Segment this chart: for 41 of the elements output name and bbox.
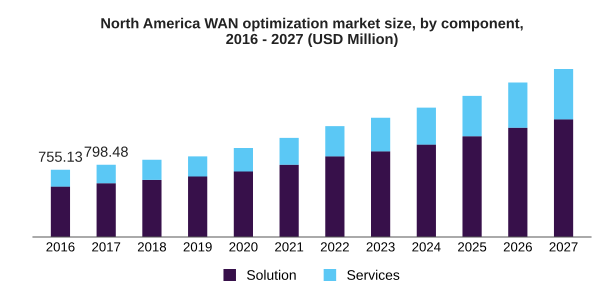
bar [554,69,574,120]
x-tick-label: 2018 [138,242,166,252]
bar [50,170,70,187]
x-tick-label: 2027 [550,242,578,252]
bar [462,136,482,237]
annotation: 755.13 [38,152,82,162]
bar [416,144,436,237]
bar [508,128,528,237]
x-tick-label: 2019 [184,242,212,252]
x-tick-label: 2026 [504,242,532,252]
bar [554,119,574,237]
bar [508,82,528,128]
bar [325,126,344,156]
x-tick-label: 2016 [46,242,75,252]
chart-title: North America WAN optimization market size, by component, 2016 - 2027 (USD Million) [101,18,523,48]
bar [188,176,208,237]
bar [234,148,253,172]
bar [142,160,162,180]
x-tick-label: 2022 [320,242,349,252]
bar [96,164,116,184]
annotation: 798.48 [84,146,128,157]
legend-label: Services [347,270,400,280]
legend-label: Solution [247,270,296,280]
x-tick-label: 2021 [275,242,304,252]
bar [142,180,162,237]
bar [325,156,344,237]
x-tick-label: 2017 [92,242,120,252]
bar [416,108,436,145]
bar [188,156,208,177]
x-tick-label: 2025 [458,242,486,252]
bar [280,138,299,165]
bar [462,96,482,136]
x-tick-label: 2023 [366,242,395,252]
x-tick-label: 2020 [229,242,258,252]
bar [50,186,70,237]
bar [280,164,299,237]
bar [371,118,390,152]
x-tick-label: 2024 [412,242,441,252]
bar [234,171,253,237]
bar [96,183,116,237]
bar [371,151,390,237]
